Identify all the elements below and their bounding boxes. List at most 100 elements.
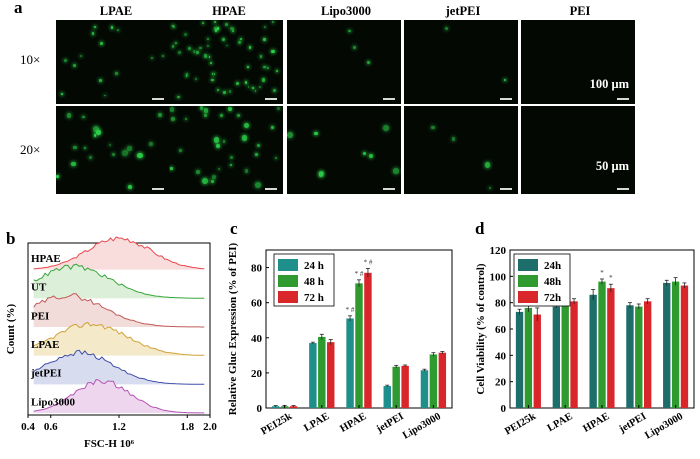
micrograph-lpae-20x [56,106,170,194]
micrograph-pei-20x: 50 μm [521,106,635,194]
histogram-line-lipo3000 [33,378,205,414]
fluorescent-cell [383,124,390,131]
fluorescent-cell [240,38,242,41]
fluorescent-cell [91,31,95,35]
fluorescent-cell [257,143,261,147]
fluorescent-cell [214,29,218,32]
fluorescent-cell [275,69,279,73]
panel-b-label: b [6,229,16,248]
histogram-fill-ut [33,264,205,299]
fluorescent-cell [185,72,189,76]
y-tick-label: 20 [251,368,263,380]
panel-a-label: a [14,0,23,17]
x-tick-label: 2.0 [203,421,217,433]
scale-bar [383,98,395,100]
fluorescent-cell [215,143,221,149]
fluorescent-cell [89,156,92,159]
bar-lpae-24h [552,306,561,408]
fluorescent-cell [211,174,217,180]
fluorescent-cell [207,45,210,48]
micrograph-hpae-10x [169,20,283,104]
fluorescent-cell [263,65,266,69]
fluorescent-cell [220,113,224,117]
fluorescent-cell [489,187,492,190]
fluorescent-cell [128,184,133,189]
fluorescent-cell [64,58,68,62]
fluorescent-cell [169,107,175,113]
fluorescent-cell [177,95,180,99]
column-label-pei: PEI [569,4,591,18]
scale-bar [265,188,277,190]
scale-bar [265,98,277,100]
fluorescent-cell [162,54,165,57]
fluorescent-cell [244,81,248,84]
y-tick-label: 100 [490,271,507,283]
fluorescent-cell [251,86,254,89]
column-label-lpae: LPAE [99,4,133,18]
bar-hpae-24h [589,294,597,408]
panel-d-label: d [475,219,485,238]
fluorescent-cell [254,152,258,156]
bar-jetpei-24h [383,386,391,408]
x-tick-label: Lipo3000 [643,411,685,442]
histogram-fill-hpae [33,237,205,270]
legend-label: 48 h [304,276,324,288]
histogram-line-lpae [33,321,205,356]
fluorescent-cell [115,72,118,75]
fluorescent-cell [271,125,275,129]
series-label: HPAE [31,253,61,265]
fluorescent-cell [261,78,266,82]
bar-lpae-24h [309,343,317,408]
bar-jetpei-48h [635,306,643,408]
fluorescent-cell [171,45,175,48]
fluorescent-cell [183,32,187,36]
micrograph-lpae-10x [56,20,170,104]
bar-pei25k-24h [515,311,524,408]
fluorescent-cell [247,86,250,89]
fluorescent-cell [108,143,111,146]
fluorescent-cell [188,46,192,50]
bar-lpae-72h [570,301,578,408]
series-label: LPAE [31,339,60,351]
fluorescent-cell [56,175,59,178]
series-label: UT [31,282,47,294]
series-label: PEI [31,310,49,322]
fluorescent-cell [170,116,176,122]
bar-pei25k-72h [533,314,541,408]
fluorescent-cell [80,55,82,57]
y-tick-label: 120 [490,245,507,257]
fluorescent-cell [137,152,143,159]
fluorescent-cell [73,63,76,67]
y-tick-label: 20 [495,377,507,389]
fluorescent-cell [484,162,491,168]
fluorescent-cell [122,150,128,156]
scale-bar [617,188,629,190]
fluorescent-cell [352,46,357,50]
x-tick-label: PEI25k [503,411,538,438]
histogram-line-ut [33,263,205,299]
fluorescent-cell [230,26,234,30]
fluorescent-cell [116,29,120,32]
bar-lpae-72h [327,342,335,408]
fluorescent-cell [199,106,204,110]
scale-bar [617,98,629,100]
fluorescent-cell [228,107,233,112]
fluorescent-cell [178,51,182,55]
fluorescent-cell [207,37,210,40]
fluorescent-cell [247,65,249,68]
series-label: Lipo3000 [31,396,76,408]
fluorescent-cell [367,61,371,65]
fluorescent-cell [241,135,248,141]
fluorescent-cell [83,146,86,149]
histogram-fill-pei [33,293,205,327]
fluorescent-cell [363,151,367,156]
fluorescent-cell [194,77,197,80]
fluorescent-cell [112,152,116,156]
bar-hpae-72h [607,288,615,408]
legend-label: 24h [544,260,561,272]
fluorescent-cell [66,113,72,118]
bar-pei25k-24h [271,406,280,408]
fluorescent-cell [451,137,456,141]
y-axis-label: Cell Viability (% of control) [475,263,487,395]
